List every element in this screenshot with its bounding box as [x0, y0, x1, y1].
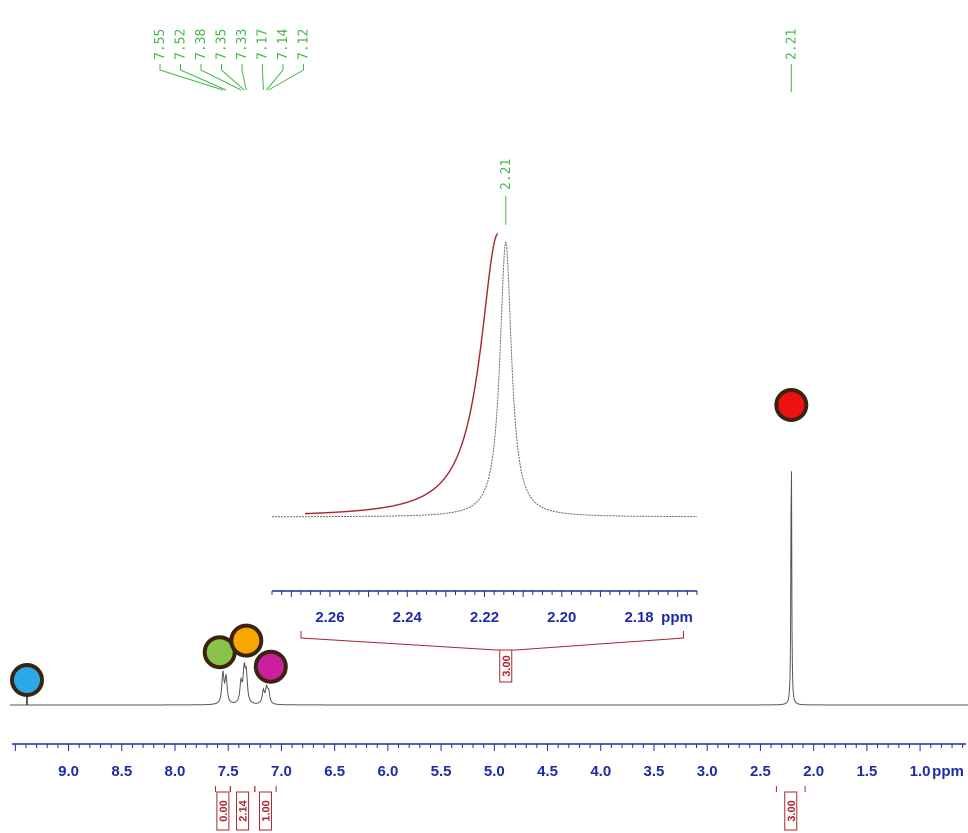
- main-spectrum-line: [10, 471, 968, 706]
- integral-value-label: 3.00: [786, 800, 798, 821]
- main-axis-tick-label: 8.5: [111, 763, 132, 780]
- integral-bracket: [254, 786, 277, 792]
- integral-value-box: [258, 791, 272, 831]
- peak-label: 7.38: [194, 29, 209, 60]
- integral-value-box: [784, 791, 798, 831]
- integral-value-label: 2.14: [238, 799, 250, 821]
- peak-label-connector: [266, 64, 284, 91]
- main-axis-tick-label: 2.0: [803, 763, 824, 780]
- peak-label-connector: [221, 64, 245, 91]
- integral-value-box: [216, 791, 230, 831]
- peak-label-connector: [180, 64, 227, 91]
- inset-axis-tick-label: 2.18: [624, 609, 653, 626]
- peak-marker-circle: [10, 663, 44, 697]
- main-axis-tick-label: 8.0: [165, 763, 186, 780]
- inset-axis-tick-label: 2.26: [315, 609, 344, 626]
- peak-label: 7.35: [215, 29, 230, 60]
- inset-integral-value-label: 3.00: [501, 655, 513, 676]
- peak-label: 2.21: [784, 29, 799, 60]
- peak-label-connector: [241, 64, 247, 91]
- inset-axis-unit-label: ppm: [661, 609, 693, 626]
- inset-integral-bracket: [300, 631, 684, 651]
- main-integral-marks: 0.00 2.14 1.00 3.00: [214, 786, 806, 831]
- main-axis-tick-label: 5.5: [431, 763, 452, 780]
- peak-label-connector: [268, 64, 304, 91]
- inset-peak-label: 2.21: [499, 159, 514, 190]
- peak-marker-circle: [229, 623, 264, 658]
- main-axis-tick-label: 3.5: [644, 763, 665, 780]
- peak-markers: [10, 388, 809, 705]
- integral-bracket: [775, 786, 806, 792]
- peak-labels: 7.55 7.52 7.38 7.35 7.33 7.17 7.14 7.12 2.21: [153, 29, 799, 92]
- main-axis-tick-label: 9.0: [58, 763, 79, 780]
- inset-integral-value-box: [499, 649, 513, 683]
- peak-label: 7.33: [235, 29, 250, 60]
- peak-label: 7.55: [153, 29, 168, 60]
- main-ppm-axis: 9.0 8.5 8.0 7.5 7.0 6.5 6.0 5.5 5.0 4.5 4.0 3.5 3.0 2…: [12, 743, 966, 780]
- main-axis-tick-label: 7.0: [271, 763, 292, 780]
- peak-marker-circle: [774, 388, 809, 422]
- peak-marker-circle: [253, 649, 288, 684]
- inset-zoom-plot: 2.21 2.26 2.24 2.22 2.20 2.18 ppm 3.00: [271, 159, 698, 683]
- main-axis-tick-label: 1.5: [856, 763, 877, 780]
- peak-label: 7.12: [297, 29, 312, 60]
- main-axis-tick-label: 3.0: [697, 763, 718, 780]
- peak-label-connector: [200, 64, 242, 91]
- main-axis-tick-label: 4.0: [590, 763, 611, 780]
- integral-bracket: [214, 786, 231, 792]
- peak-label-connector: [159, 64, 224, 91]
- integral-value-label: 1.00: [260, 800, 272, 821]
- inset-overlay-trace: [305, 233, 499, 515]
- peak-label: 7.52: [174, 29, 189, 60]
- inset-reference-trace: [272, 241, 697, 518]
- peak-label: 7.17: [256, 29, 271, 60]
- main-axis-tick-label: 5.0: [484, 763, 505, 780]
- main-spectrum-trace-layer: [10, 471, 968, 706]
- inset-axis-tick-label: 2.22: [470, 609, 499, 626]
- integral-bracket: [229, 786, 256, 792]
- inset-axis-tick-label: 2.20: [547, 609, 576, 626]
- main-axis-tick-label: 2.5: [750, 763, 771, 780]
- main-axis-tick-label: 6.0: [377, 763, 398, 780]
- integral-value-box: [236, 791, 250, 831]
- peak-label: 7.14: [276, 29, 291, 60]
- main-axis-tick-label: 4.5: [537, 763, 558, 780]
- main-axis-tick-label: 6.5: [324, 763, 345, 780]
- peak-label-connector: [262, 64, 264, 91]
- integral-value-label: 0.00: [218, 800, 230, 821]
- inset-axis-tick-label: 2.24: [393, 609, 423, 626]
- main-axis-tick-label: 1.0: [910, 763, 931, 780]
- main-axis-tick-label: 7.5: [218, 763, 239, 780]
- main-axis-unit-label: ppm: [932, 763, 964, 780]
